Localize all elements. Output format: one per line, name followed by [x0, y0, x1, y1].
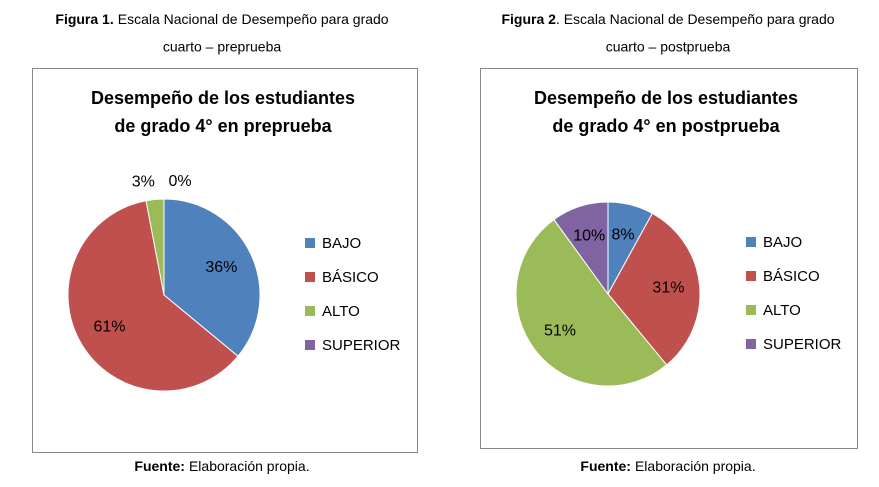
legend-label: SUPERIOR: [322, 337, 401, 354]
figure-caption: Figura 2. Escala Nacional de Desempeño p…: [501, 11, 834, 27]
legend-swatch: [305, 306, 315, 316]
figure-caption: Figura 1. Escala Nacional de Desempeño pa…: [55, 11, 388, 27]
legend-label: BAJO: [763, 234, 802, 251]
source-label: Fuente:: [134, 458, 185, 474]
figure-caption-text: . Escala Nacional de Desempeño para grad…: [556, 11, 835, 27]
pie-slice: [553, 201, 609, 296]
chart-title: Desempeño de los estudiantes: [91, 88, 355, 108]
legend-label: BÁSICO: [322, 269, 379, 286]
pie-slice: [67, 200, 239, 392]
data-label: 31%: [652, 280, 684, 297]
pie-slice: [515, 218, 668, 387]
legend-swatch: [305, 340, 315, 350]
legend-swatch: [305, 238, 315, 248]
figure-caption-line: cuarto – preprueba: [163, 39, 282, 55]
chart-title: de grado 4° en preprueba: [114, 116, 332, 136]
legend-swatch: [746, 237, 756, 247]
legend-swatch: [746, 305, 756, 315]
data-label: 51%: [544, 322, 576, 339]
source-note: Fuente: Elaboración propia.: [580, 458, 755, 474]
legend-label: ALTO: [763, 302, 801, 319]
data-label: 3%: [132, 173, 155, 190]
legend-swatch: [746, 339, 756, 349]
chart-title: Desempeño de los estudiantes: [534, 88, 798, 108]
source-label: Fuente:: [580, 458, 631, 474]
figure-label: Figura 2: [501, 11, 556, 27]
data-label: 0%: [168, 173, 191, 190]
pie-slice: [163, 198, 261, 357]
pie-slice: [607, 212, 701, 366]
legend-label: ALTO: [322, 303, 360, 320]
data-label: 61%: [93, 318, 125, 335]
chart-title: de grado 4° en postprueba: [552, 116, 780, 136]
figure-caption-text: Escala Nacional de Desempeño para grado: [118, 11, 389, 27]
legend-label: BAJO: [322, 235, 361, 252]
data-label: 36%: [205, 259, 237, 276]
data-label: 10%: [573, 227, 605, 244]
source-text: Elaboración propia.: [635, 458, 756, 474]
figure-caption-line: cuarto – postprueba: [606, 39, 731, 55]
legend-label: BÁSICO: [763, 268, 820, 285]
legend-swatch: [305, 272, 315, 282]
source-text: Elaboración propia.: [189, 458, 310, 474]
figure-label: Figura 1.: [55, 11, 113, 27]
legend-label: SUPERIOR: [763, 336, 842, 353]
data-label: 8%: [612, 226, 635, 243]
source-note: Fuente: Elaboración propia.: [134, 458, 309, 474]
legend-swatch: [746, 271, 756, 281]
